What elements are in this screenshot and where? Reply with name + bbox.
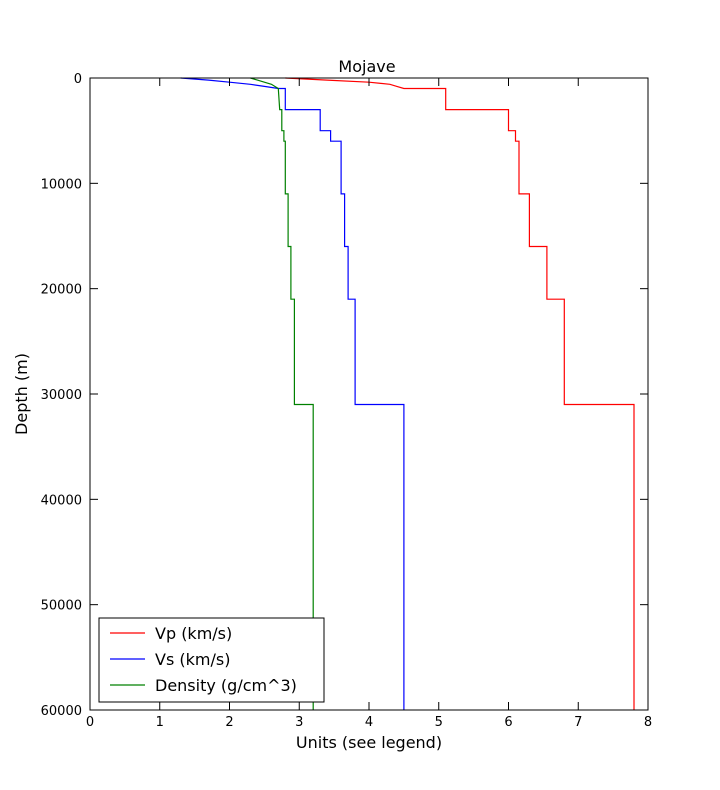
y-tick-label: 0 [74, 72, 82, 87]
x-tick-label: 7 [574, 715, 582, 730]
legend-box [98, 617, 325, 703]
series-line-vp [285, 77, 635, 710]
x-tick-label: 0 [86, 715, 94, 730]
legend: Vp (km/s) Vs (km/s) Density (g/cm^3) [98, 617, 325, 703]
plot-frame [90, 78, 648, 710]
legend-label-vs: Vs (km/s) [155, 650, 230, 669]
x-tick-label: 1 [156, 715, 164, 730]
x-tick-label: 3 [295, 715, 303, 730]
legend-label-vp: Vp (km/s) [155, 624, 232, 643]
y-tick-label: 40000 [41, 493, 82, 508]
y-tick-label: 60000 [41, 704, 82, 719]
y-axis-title: Depth (m) [12, 353, 31, 435]
x-tick-label: 6 [504, 715, 512, 730]
chart-title: Mojave [338, 57, 395, 76]
plot-area [89, 77, 649, 711]
x-tick-label: 8 [644, 715, 652, 730]
x-tick-label: 4 [365, 715, 373, 730]
y-axis: 0 10000 20000 30000 40000 50000 60000 [41, 72, 648, 719]
y-tick-label: 30000 [41, 388, 82, 403]
x-axis: 0 1 2 3 4 5 6 7 8 [86, 78, 652, 730]
series-line-vs [180, 77, 405, 710]
legend-item-vp: Vp (km/s) [110, 624, 232, 643]
y-tick-label: 20000 [41, 283, 82, 298]
legend-item-vs: Vs (km/s) [110, 650, 230, 669]
legend-label-density: Density (g/cm^3) [155, 676, 297, 695]
x-tick-label: 5 [435, 715, 443, 730]
x-axis-title: Units (see legend) [296, 733, 442, 752]
y-tick-label: 10000 [41, 177, 82, 192]
y-tick-label: 50000 [41, 599, 82, 614]
x-tick-label: 2 [225, 715, 233, 730]
series-line-density [250, 77, 314, 710]
series-layer [180, 77, 635, 710]
legend-item-density: Density (g/cm^3) [110, 676, 297, 695]
